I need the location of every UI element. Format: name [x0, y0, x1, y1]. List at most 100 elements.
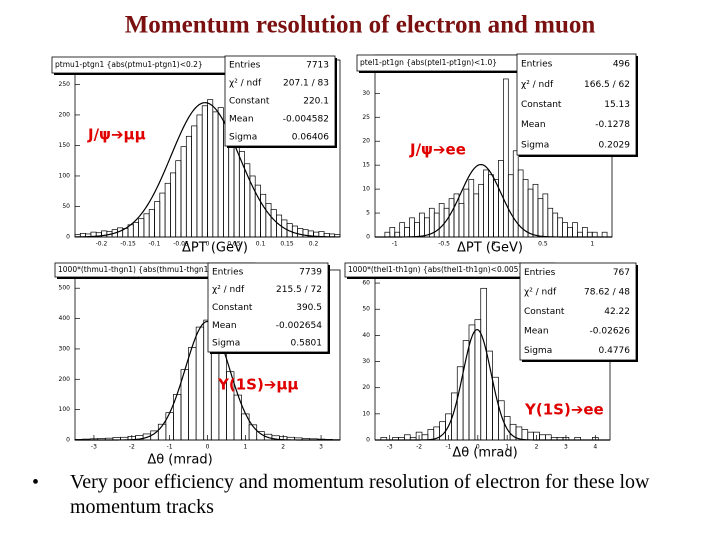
stats-value: 0.5801 — [291, 339, 323, 349]
x-tick-label: 0.2 — [309, 241, 319, 248]
x-tick-label: -1 — [392, 241, 398, 248]
stats-value: -0.002654 — [276, 321, 322, 331]
stats-label: Constant — [229, 97, 270, 107]
y-tick-label: 500 — [59, 285, 71, 292]
hist-title: ptmu1-ptgn1 {abs(ptmu1-ptgn1)<0.2} — [55, 60, 203, 69]
stats-value: 496 — [613, 60, 630, 70]
stats-label: Mean — [521, 120, 546, 130]
y-tick-label: 0 — [66, 234, 70, 241]
stats-value: 220.1 — [303, 97, 329, 107]
stats-value: -0.004582 — [283, 115, 329, 125]
y-tick-label: 25 — [362, 114, 370, 121]
fit-curve — [75, 320, 340, 441]
y-tick-label: 250 — [59, 81, 71, 88]
bullet-box: Very poor efficiency and momentum resolu… — [70, 471, 650, 518]
x-tick-label: 4 — [593, 444, 597, 451]
hist-bin — [503, 78, 509, 238]
fit-curve — [375, 328, 610, 441]
x-tick-label: -0.1 — [149, 241, 161, 248]
stats-value: 215.5 / 72 — [276, 285, 322, 295]
slide-title: Momentum resolution of electron and muon — [125, 12, 596, 39]
x-tick-label: 0.05 — [227, 241, 241, 248]
bullet-mark: • — [32, 472, 39, 494]
y-tick-label: 40 — [362, 332, 370, 339]
stats-value: -0.1278 — [595, 120, 630, 130]
y-tick-label: 5 — [366, 210, 370, 217]
x-tick-label: 0 — [476, 444, 480, 451]
hist-title: ptel1-pt1gn {abs(ptel1-pt1gn)<1.0} — [360, 58, 497, 67]
stats-label: Entries — [524, 268, 556, 278]
y-tick-label: 0 — [366, 437, 370, 444]
stats-value: -0.02626 — [590, 326, 631, 336]
y-tick-label: 0 — [366, 234, 370, 241]
stats-value: 78.62 / 48 — [584, 288, 630, 298]
hist-title: 1000*(thel1-th1gn) {abs(thel1-th1gn)<0.0… — [348, 265, 523, 274]
y-tick-label: 20 — [362, 138, 370, 145]
x-tick-label: 0 — [492, 241, 496, 248]
y-tick-label: 60 — [362, 280, 370, 287]
y-tick-label: 10 — [362, 186, 370, 193]
x-axis-label: ΔPT (GeV) — [457, 241, 523, 256]
stats-value: 0.4776 — [599, 346, 631, 356]
y-tick-label: 30 — [362, 358, 370, 365]
x-tick-label: -0.05 — [173, 241, 189, 248]
stats-box — [224, 55, 336, 147]
stats-label: Entries — [521, 60, 553, 70]
stats-label: Sigma — [229, 133, 257, 143]
y-tick-label: 200 — [59, 376, 71, 383]
x-tick-label: 2 — [535, 444, 539, 451]
y-tick-label: 100 — [59, 406, 71, 413]
stats-label: Mean — [524, 326, 549, 336]
x-tick-label: -2 — [416, 444, 422, 451]
annotation: J/ψ➔μμ — [87, 126, 146, 144]
x-tick-label: 1 — [505, 444, 509, 451]
stats-value: 15.13 — [604, 100, 630, 110]
fit-curve — [375, 163, 612, 238]
stats-value: 207.1 / 83 — [283, 79, 329, 89]
y-tick-label: 100 — [59, 172, 71, 179]
x-tick-label: 3 — [319, 444, 323, 451]
x-tick-label: 0.15 — [280, 241, 294, 248]
x-tick-label: -3 — [91, 444, 97, 451]
x-tick-label: 0.1 — [256, 241, 266, 248]
stats-label: Sigma — [521, 140, 549, 150]
stats-label: Entries — [212, 267, 244, 277]
stats-label: Sigma — [212, 339, 240, 349]
stats-value: 7713 — [306, 61, 329, 71]
x-tick-label: 1 — [590, 241, 594, 248]
annotation: Υ(1S)➔ee — [524, 401, 604, 419]
annotation: J/ψ➔ee — [409, 141, 466, 159]
x-axis-label: Δθ (mrad) — [452, 446, 517, 461]
stats-label: χ² / ndf — [521, 80, 554, 90]
y-tick-label: 30 — [362, 90, 370, 97]
stats-label: Sigma — [524, 346, 552, 356]
stats-label: Constant — [212, 303, 253, 313]
y-tick-label: 10 — [362, 410, 370, 417]
stats-value: 0.2029 — [599, 140, 631, 150]
stats-label: Constant — [521, 100, 562, 110]
y-tick-label: 400 — [59, 315, 71, 322]
x-tick-label: -1 — [167, 444, 173, 451]
x-tick-label: -2 — [129, 444, 135, 451]
stats-label: Constant — [524, 307, 565, 317]
stats-label: Mean — [212, 321, 237, 331]
x-tick-label: 2 — [281, 444, 285, 451]
y-tick-label: 150 — [59, 142, 71, 149]
x-tick-label: -0.15 — [120, 241, 136, 248]
bullet-text: Very poor efficiency and momentum resolu… — [70, 471, 650, 518]
stats-value: 42.22 — [604, 307, 630, 317]
stats-value: 7739 — [299, 267, 322, 277]
stats-box — [207, 262, 329, 353]
x-tick-label: -3 — [387, 444, 393, 451]
stats-label: χ² / ndf — [229, 79, 262, 89]
x-tick-label: -0.5 — [438, 241, 450, 248]
x-tick-label: 0 — [206, 444, 210, 451]
stats-value: 767 — [613, 268, 630, 278]
y-tick-label: 20 — [362, 384, 370, 391]
y-tick-label: 0 — [66, 437, 70, 444]
annotation: Υ(1S)➔μμ — [217, 376, 298, 394]
y-tick-label: 300 — [59, 345, 71, 352]
stats-label: Entries — [229, 61, 261, 71]
y-tick-label: 15 — [362, 162, 370, 169]
